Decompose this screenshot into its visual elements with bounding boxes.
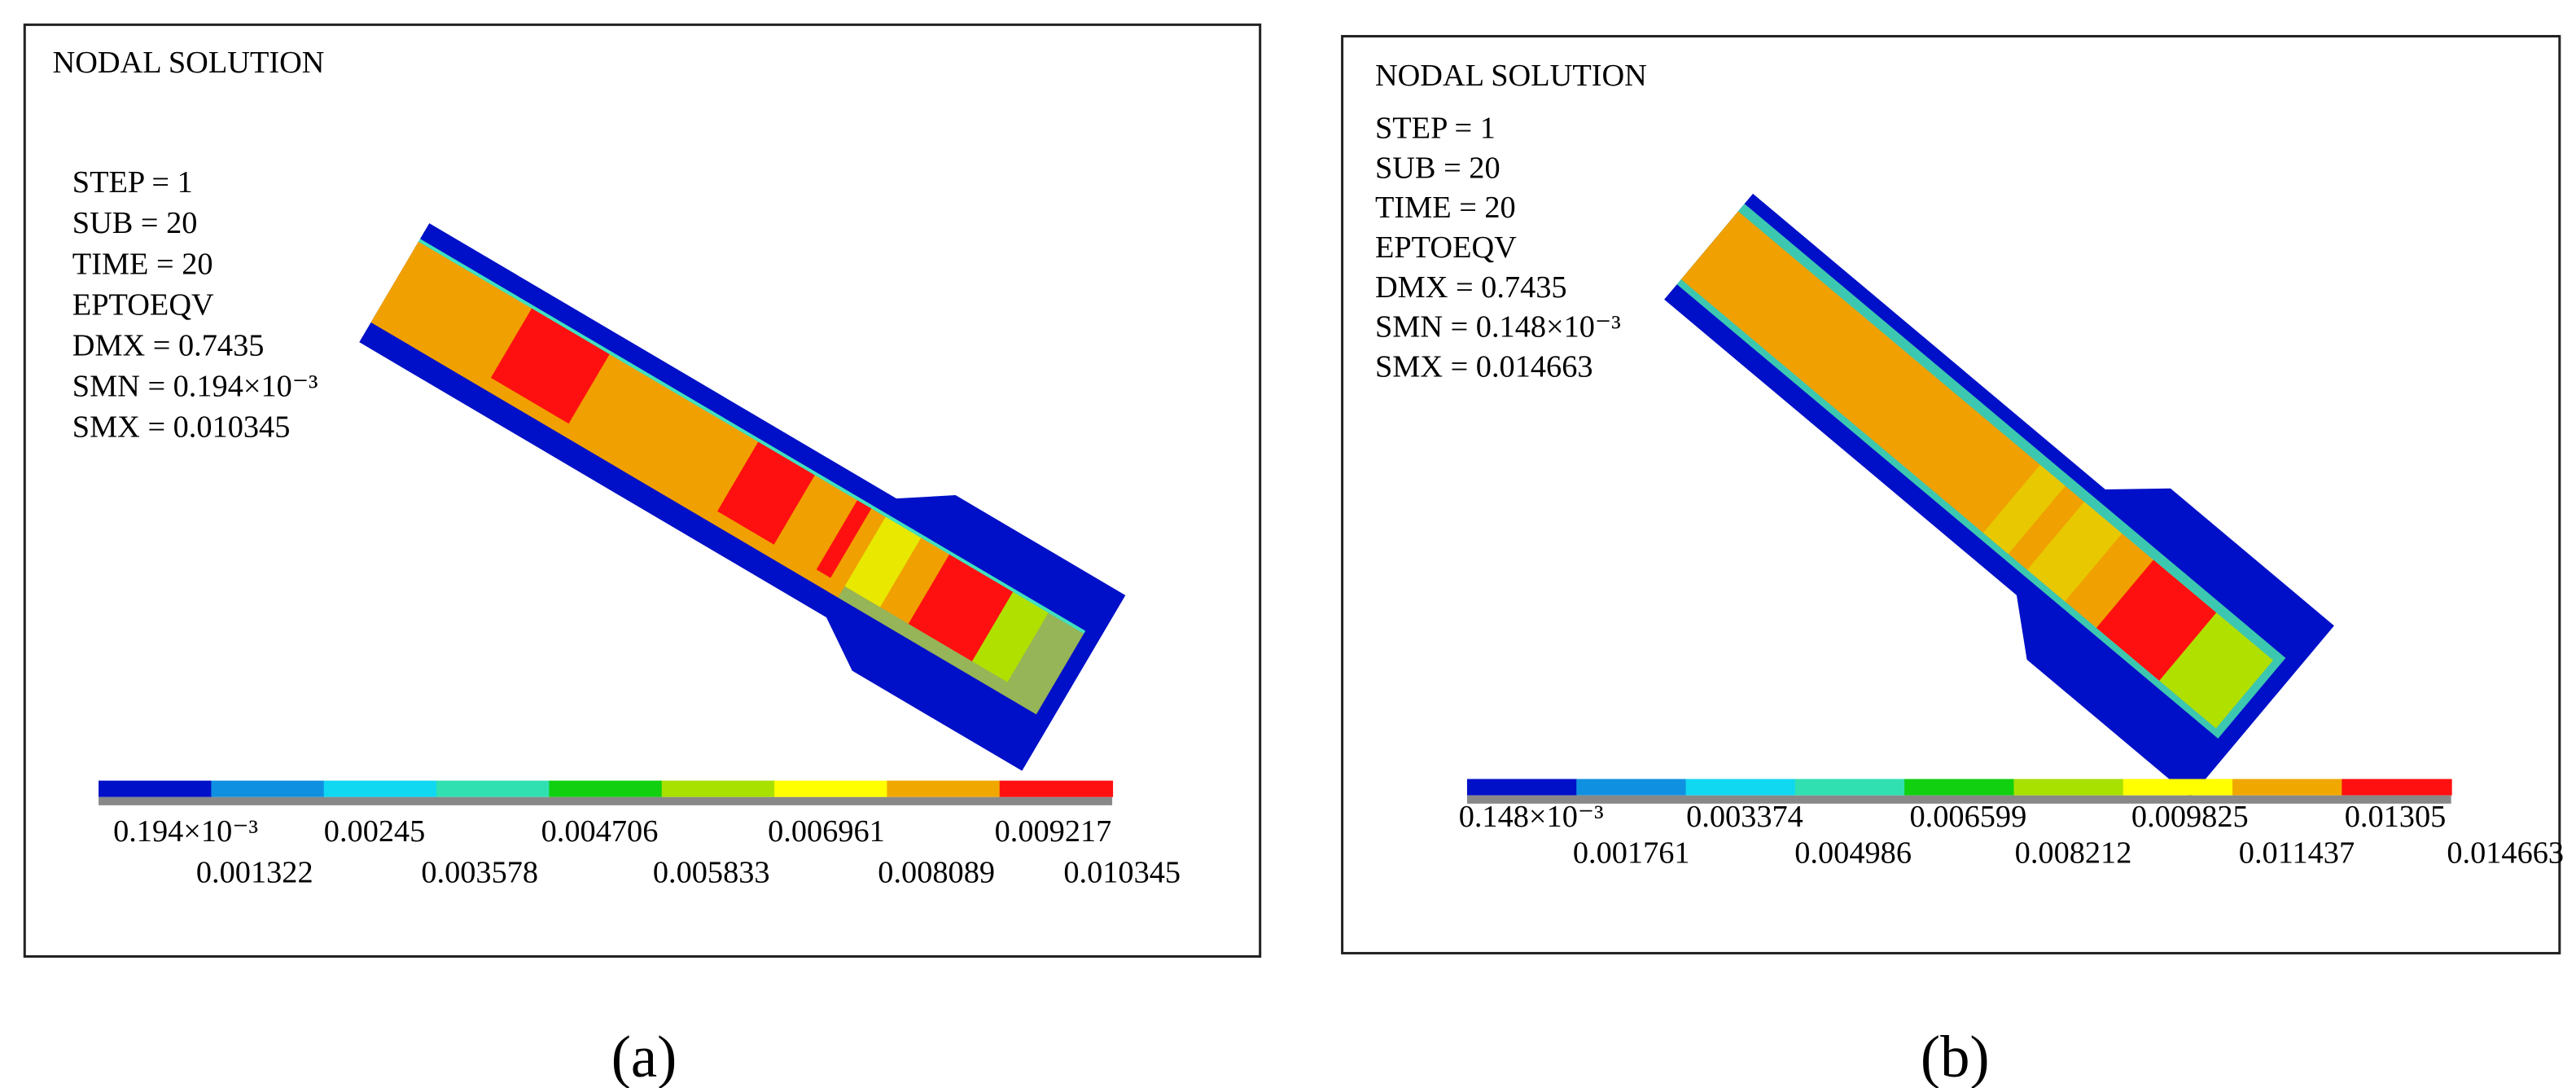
colorbar-segment <box>1685 779 1796 796</box>
colorbar-segment <box>2232 779 2343 796</box>
colorbar-segment <box>999 780 1114 797</box>
solution-info: SUB = 20 <box>72 206 198 240</box>
colorbar-segment <box>2013 779 2124 796</box>
legend-label: 0.003374 <box>1686 800 1803 834</box>
legend-label: 0.00245 <box>324 814 426 849</box>
legend-label: 0.004986 <box>1794 836 1912 870</box>
colorbar-segment <box>211 780 325 797</box>
solution-info: DMX = 0.7435 <box>1375 270 1567 305</box>
solution-info: STEP = 1 <box>72 165 193 200</box>
legend-label: 0.006961 <box>768 814 885 849</box>
colorbar-segment <box>887 780 1001 797</box>
colorbar-base <box>1466 795 2451 804</box>
fe-model <box>359 223 1126 771</box>
legend-label: 0.148×10⁻³ <box>1459 800 1604 834</box>
solution-info: SMN = 0.194×10⁻³ <box>72 369 318 403</box>
solution-info: SMX = 0.010345 <box>72 410 291 444</box>
legend-label: 0.008212 <box>2015 836 2132 870</box>
legend-label: 0.005833 <box>653 856 770 890</box>
solution-info: EPTOEQV <box>72 287 214 322</box>
fe-model <box>1664 193 2334 797</box>
panel-label: (b) <box>1921 1024 1990 1088</box>
colorbar-segment <box>549 780 663 797</box>
legend-label: 0.006599 <box>1910 800 2027 834</box>
legend-label: 0.009825 <box>2131 800 2249 834</box>
colorbar-segment <box>436 780 550 797</box>
colorbar-segment <box>99 780 212 797</box>
colorbar-segment <box>661 780 776 797</box>
legend-label: 0.008089 <box>878 856 995 890</box>
colorbar-segment <box>1794 779 1906 796</box>
legend-label: 0.01305 <box>2345 800 2447 834</box>
colorbar-segment <box>1466 779 1578 796</box>
colorbar-segment <box>1576 779 1687 796</box>
solution-info: SMX = 0.014663 <box>1375 350 1593 384</box>
solution-info: EPTOEQV <box>1375 230 1517 265</box>
panel-label: (a) <box>611 1024 677 1088</box>
legend-label: 0.010345 <box>1063 856 1181 890</box>
solution-info: DMX = 0.7435 <box>72 328 265 362</box>
legend-label: 0.004706 <box>541 814 659 849</box>
legend-label: 0.001322 <box>196 856 313 890</box>
colorbar-segment <box>774 780 888 797</box>
panel-title: NODAL SOLUTION <box>53 46 325 80</box>
solution-info: SMN = 0.148×10⁻³ <box>1375 310 1621 344</box>
colorbar-segment <box>2342 779 2452 796</box>
legend-label: 0.011437 <box>2239 836 2355 870</box>
solution-info: SUB = 20 <box>1375 151 1500 185</box>
colorbar-segment <box>2123 779 2234 796</box>
legend-label: 0.009217 <box>995 814 1112 849</box>
colorbar-base <box>99 796 1113 805</box>
legend-label: 0.014663 <box>2447 836 2564 870</box>
solution-info: STEP = 1 <box>1375 112 1496 146</box>
solution-info: TIME = 20 <box>72 247 213 281</box>
solution-info: TIME = 20 <box>1375 191 1516 225</box>
legend-label: 0.001761 <box>1573 836 1690 870</box>
colorbar-segment <box>1904 779 2015 796</box>
colorbar-segment <box>323 780 438 797</box>
panel-title: NODAL SOLUTION <box>1375 59 1647 93</box>
legend-label: 0.194×10⁻³ <box>113 814 258 849</box>
legend-label: 0.003578 <box>421 856 538 890</box>
